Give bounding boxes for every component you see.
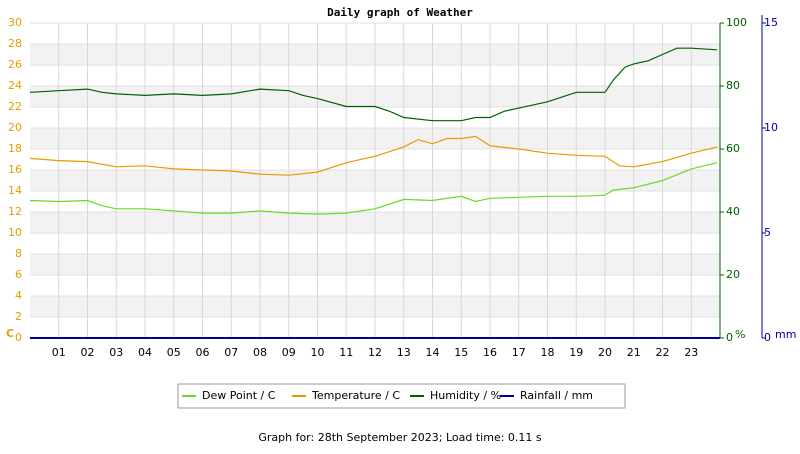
y-tick-label: 22: [8, 100, 22, 113]
chart-title: Daily graph of Weather: [327, 6, 473, 19]
x-tick-label: 21: [627, 346, 641, 359]
y2-tick-label: 100: [726, 16, 747, 29]
legend-label: Humidity / %: [430, 389, 501, 402]
legend-label: Temperature / C: [311, 389, 400, 402]
y3-tick-label: 15: [764, 16, 778, 29]
x-tick-label: 20: [598, 346, 612, 359]
y2-tick-label: 60: [726, 142, 740, 155]
x-tick-label: 22: [656, 346, 670, 359]
x-tick-label: 11: [339, 346, 353, 359]
y2-axis-label: %: [735, 328, 745, 341]
x-tick-label: 14: [426, 346, 440, 359]
y2-tick-label: 80: [726, 79, 740, 92]
y2-tick-label: 0: [726, 331, 733, 344]
y-tick-label: 12: [8, 205, 22, 218]
y-tick-label: 30: [8, 16, 22, 29]
y3-tick-label: 10: [764, 121, 778, 134]
y-tick-label: 2: [15, 310, 22, 323]
y3-tick-label: 0: [764, 331, 771, 344]
x-tick-label: 18: [541, 346, 555, 359]
x-tick-label: 23: [684, 346, 698, 359]
y-tick-label: 14: [8, 184, 22, 197]
legend-box: [177, 383, 626, 409]
x-tick-label: 02: [81, 346, 95, 359]
y-axis-label: C: [6, 327, 14, 340]
y2-tick-label: 20: [726, 268, 740, 281]
x-tick-label: 19: [569, 346, 583, 359]
x-tick-label: 15: [454, 346, 468, 359]
x-tick-label: 10: [311, 346, 325, 359]
y-tick-label: 24: [8, 79, 22, 92]
x-tick-label: 13: [397, 346, 411, 359]
footer: Graph for: 28th September 2023; Load tim…: [258, 431, 542, 444]
x-tick-label: 12: [368, 346, 382, 359]
y-tick-label: 4: [15, 289, 22, 302]
x-tick-label: 05: [167, 346, 181, 359]
x-tick-label: 01: [52, 346, 66, 359]
y-tick-label: 16: [8, 163, 22, 176]
legend-label: Rainfall / mm: [520, 389, 593, 402]
y3-tick-label: 5: [764, 226, 771, 239]
series-line: [29, 162, 718, 215]
x-tick-label: 06: [196, 346, 210, 359]
x-tick-label: 08: [253, 346, 267, 359]
y-tick-label: 26: [8, 58, 22, 71]
legend-label: Dew Point / C: [202, 389, 276, 402]
y3-axis-label: mm: [775, 328, 796, 341]
y-tick-label: 0: [15, 331, 22, 344]
series-line: [29, 47, 718, 122]
y-tick-label: 10: [8, 226, 22, 239]
x-tick-label: 16: [483, 346, 497, 359]
y-tick-label: 8: [15, 247, 22, 260]
x-tick-label: 07: [224, 346, 238, 359]
y-tick-label: 20: [8, 121, 22, 134]
y-tick-label: 28: [8, 37, 22, 50]
x-tick-label: 04: [138, 346, 152, 359]
y2-tick-label: 40: [726, 205, 740, 218]
y-tick-label: 6: [15, 268, 22, 281]
x-tick-label: 17: [512, 346, 526, 359]
x-tick-label: 09: [282, 346, 296, 359]
x-tick-label: 03: [109, 346, 123, 359]
y-tick-label: 18: [8, 142, 22, 155]
series-line: [29, 135, 718, 176]
